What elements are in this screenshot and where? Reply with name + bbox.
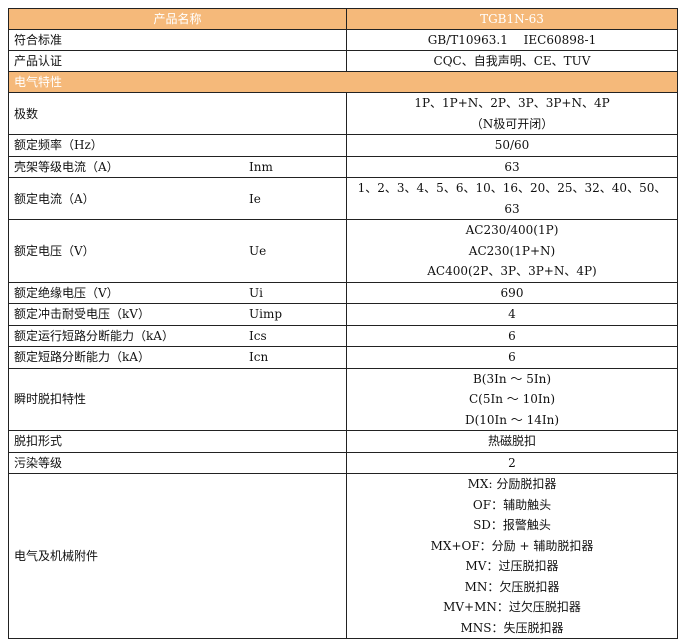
row-symbol: Icn bbox=[249, 350, 269, 365]
row-value-cell: AC230/400(1P) AC230(1P+N) AC400(2P、3P、3P+N… bbox=[346, 219, 678, 283]
section-title: 电气特性 bbox=[8, 71, 678, 93]
table-row: 瞬时脱扣特性 B(3In ～ 5In) C(5In ～ 10In) D(10In ～ … bbox=[8, 367, 678, 431]
row-value: AC230(1P+N) bbox=[468, 243, 556, 258]
table-row: 符合标准 GB/T10963.1 IEC60898-1 bbox=[8, 29, 678, 51]
spec-table: 产品名称 TGB1N-63 符合标准 GB/T10963.1 IEC60898-… bbox=[8, 8, 678, 639]
row-label-cell: 壳架等级电流（A） Inm bbox=[8, 155, 347, 178]
row-symbol: Ue bbox=[249, 243, 267, 258]
row-value-cell: 50/60 bbox=[346, 134, 678, 157]
row-label: 额定电流（A） bbox=[14, 191, 95, 206]
row-value-cell: B(3In ～ 5In) C(5In ～ 10In) D(10In ～ 14In) bbox=[346, 367, 678, 431]
row-symbol: Ie bbox=[249, 191, 261, 206]
row-value: MV+MN：过欠压脱扣器 bbox=[443, 600, 581, 614]
row-label: 额定电压（V） bbox=[14, 243, 95, 258]
row-value: 6 bbox=[508, 350, 516, 364]
table-row: 额定绝缘电压（V） Ui 690 bbox=[8, 281, 678, 304]
row-value-cell: 4 bbox=[346, 303, 678, 326]
row-label-cell: 额定频率（Hz） bbox=[8, 134, 347, 157]
table-row: 额定短路分断能力（kA） Icn 6 bbox=[8, 346, 678, 369]
table-row: 额定运行短路分断能力（kA） Ics 6 bbox=[8, 324, 678, 347]
row-value: 1、2、3、4、5、6、10、16、20、25、32、40、50、63 bbox=[357, 181, 667, 216]
row-value: MX: 分励脱扣器 bbox=[467, 477, 557, 491]
row-label-cell: 额定短路分断能力（kA） Icn bbox=[8, 346, 347, 369]
row-label-cell: 极数 bbox=[8, 92, 347, 135]
row-value-cell: 6 bbox=[346, 346, 678, 369]
table-row: 壳架等级电流（A） Inm 63 bbox=[8, 155, 678, 178]
row-label-cell: 瞬时脱扣特性 bbox=[8, 367, 347, 431]
row-value-cell: 2 bbox=[346, 451, 678, 474]
row-value-cell: 690 bbox=[346, 281, 678, 304]
table-row: 额定电流（A） Ie 1、2、3、4、5、6、10、16、20、25、32、40、5… bbox=[8, 177, 678, 220]
row-label: 瞬时脱扣特性 bbox=[14, 392, 87, 407]
row-label-cell: 额定电压（V） Ue bbox=[8, 219, 347, 283]
row-label: 符合标准 bbox=[8, 29, 347, 51]
row-value: 2 bbox=[508, 455, 516, 470]
table-row: 额定电压（V） Ue AC230/400(1P) AC230(1P+N) AC400(2… bbox=[8, 219, 678, 283]
table-row: 电气及机械附件 MX: 分励脱扣器 OF：辅助触头 SD：报警触头 MX+OF：分励 +… bbox=[8, 473, 678, 639]
row-value: MX+OF：分励 + 辅助脱扣器 bbox=[430, 538, 594, 553]
row-label: 额定绝缘电压（V） bbox=[14, 285, 119, 300]
row-label: 壳架等级电流（A） bbox=[14, 159, 119, 174]
row-label: 额定短路分断能力（kA） bbox=[14, 350, 150, 365]
row-label: 污染等级 bbox=[14, 455, 63, 470]
row-value: OF：辅助触头 bbox=[472, 497, 552, 512]
header-row: 产品名称 TGB1N-63 bbox=[8, 8, 678, 30]
row-value-cell: 热磁脱扣 bbox=[346, 430, 678, 453]
row-value: 50/60 bbox=[494, 138, 530, 152]
row-value: MNS：失压脱扣器 bbox=[460, 620, 564, 635]
table-row: 脱扣形式 热磁脱扣 bbox=[8, 430, 678, 453]
row-label: 额定频率（Hz） bbox=[14, 138, 103, 153]
row-value: 690 bbox=[500, 285, 524, 300]
row-value-cell: 6 bbox=[346, 324, 678, 347]
product-name-label: 产品名称 bbox=[8, 8, 347, 30]
product-model: TGB1N-63 bbox=[346, 8, 678, 30]
row-symbol: Uimp bbox=[249, 307, 283, 322]
row-label-cell: 污染等级 bbox=[8, 451, 347, 474]
row-value: 6 bbox=[508, 328, 516, 343]
row-label: 额定冲击耐受电压（kV） bbox=[14, 307, 150, 322]
table-row: 污染等级 2 bbox=[8, 451, 678, 474]
row-label-cell: 额定运行短路分断能力（kA） Ics bbox=[8, 324, 347, 347]
row-value-cell: 1P、1P+N、2P、3P、3P+N、4P （N极可开闭） bbox=[346, 92, 678, 135]
table-row: 额定频率（Hz） 50/60 bbox=[8, 134, 678, 157]
row-value-cell: MX: 分励脱扣器 OF：辅助触头 SD：报警触头 MX+OF：分励 + 辅助脱扣器 M… bbox=[346, 473, 678, 639]
row-value-cell: 63 bbox=[346, 155, 678, 178]
row-value: 热磁脱扣 bbox=[487, 434, 536, 448]
table-row: 产品认证 CQC、自我声明、CE、TUV bbox=[8, 50, 678, 72]
row-value: C(5In ～ 10In) bbox=[468, 392, 556, 406]
row-label: 产品认证 bbox=[8, 50, 347, 72]
row-value: 63 bbox=[504, 159, 520, 174]
row-value: MV：过压脱扣器 bbox=[465, 559, 559, 573]
row-label-cell: 额定冲击耐受电压（kV） Uimp bbox=[8, 303, 347, 326]
table-row: 极数 1P、1P+N、2P、3P、3P+N、4P （N极可开闭） bbox=[8, 92, 678, 135]
row-value: D(10In ～ 14In) bbox=[464, 412, 560, 427]
row-label: 额定运行短路分断能力（kA） bbox=[14, 328, 174, 343]
row-value: 4 bbox=[508, 307, 516, 321]
row-value: SD：报警触头 bbox=[473, 518, 551, 532]
row-value: （N极可开闭） bbox=[470, 116, 554, 131]
row-symbol: Inm bbox=[249, 159, 273, 174]
row-label-cell: 额定绝缘电压（V） Ui bbox=[8, 281, 347, 304]
row-value: B(3In ～ 5In) bbox=[472, 371, 552, 386]
row-symbol: Ui bbox=[249, 285, 263, 300]
row-label: 脱扣形式 bbox=[14, 434, 63, 449]
row-value: 1P、1P+N、2P、3P、3P+N、4P bbox=[414, 96, 610, 110]
row-label: 极数 bbox=[14, 106, 39, 121]
row-value: AC400(2P、3P、3P+N、4P) bbox=[427, 264, 597, 278]
table-row: 额定冲击耐受电压（kV） Uimp 4 bbox=[8, 303, 678, 326]
row-value: AC230/400(1P) bbox=[465, 223, 559, 237]
row-symbol: Ics bbox=[249, 328, 267, 343]
row-value: CQC、自我声明、CE、TUV bbox=[346, 50, 678, 72]
row-label-cell: 脱扣形式 bbox=[8, 430, 347, 453]
row-label-cell: 额定电流（A） Ie bbox=[8, 177, 347, 220]
row-label: 电气及机械附件 bbox=[14, 549, 99, 563]
row-value: GB/T10963.1 IEC60898-1 bbox=[346, 29, 678, 51]
row-value: MN：欠压脱扣器 bbox=[464, 579, 560, 594]
section-row: 电气特性 bbox=[8, 71, 678, 93]
row-value-cell: 1、2、3、4、5、6、10、16、20、25、32、40、50、63 bbox=[346, 177, 678, 220]
row-label-cell: 电气及机械附件 bbox=[8, 473, 347, 639]
